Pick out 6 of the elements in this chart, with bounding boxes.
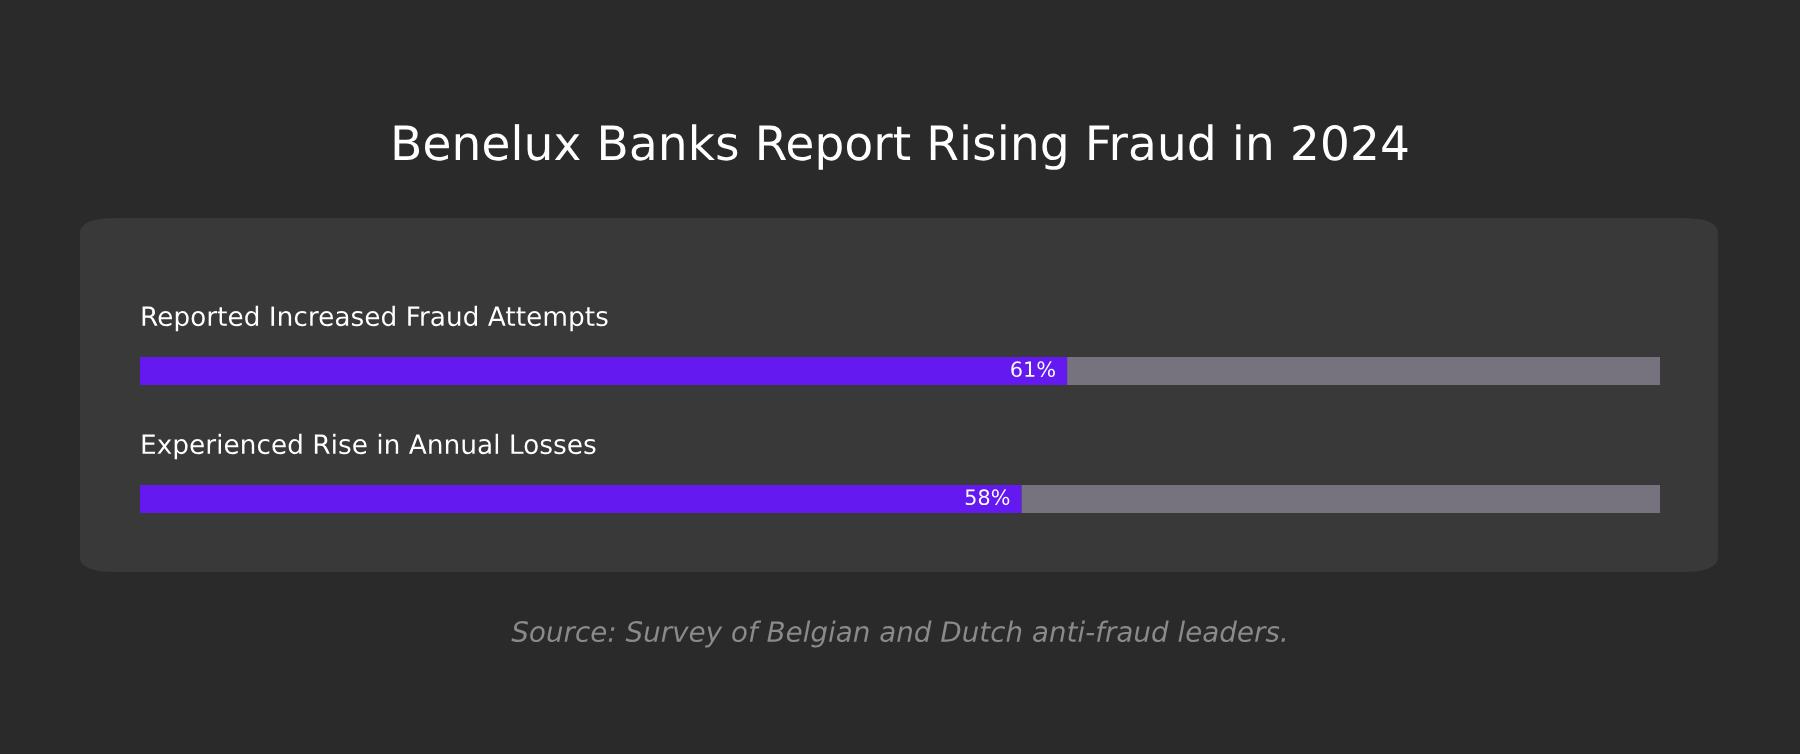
data-label: 61% bbox=[1011, 361, 1055, 378]
y-tick-label: Experienced Rise in Annual Losses bbox=[142, 433, 596, 460]
y-tick-label: Reported Increased Fraud Attempts bbox=[142, 305, 608, 332]
source-note: Source: Survey of Belgian and Dutch anti-fraud leaders. bbox=[511, 620, 1286, 648]
data-label: 58% bbox=[965, 489, 1010, 506]
chart-title: Benelux Banks Report Rising Fraud in 2024 bbox=[394, 124, 1408, 170]
